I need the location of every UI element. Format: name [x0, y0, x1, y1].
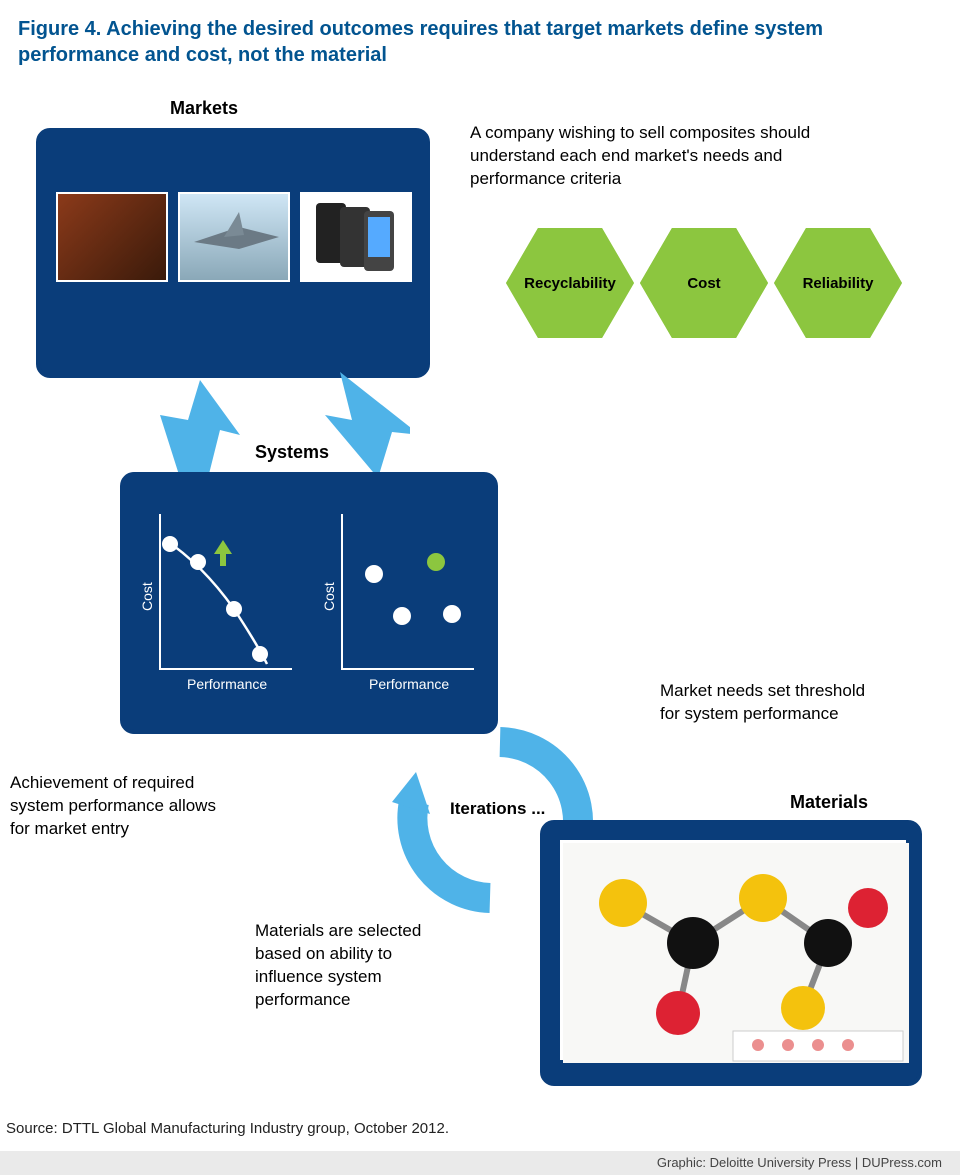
materials-panel — [540, 820, 922, 1086]
chart1-ylabel: Cost — [142, 582, 155, 611]
chart1-xlabel: Performance — [187, 676, 267, 692]
annotation-bottom: Materials are selected based on ability … — [255, 920, 455, 1012]
materials-image — [560, 840, 906, 1060]
markets-label: Markets — [170, 98, 238, 119]
hexagon-cluster: Weight Strength Reliability Reparability… — [484, 228, 924, 608]
chart2-ylabel: Cost — [324, 582, 337, 611]
figure-title: Figure 4. Achieving the desired outcomes… — [18, 16, 838, 68]
systems-chart-scatter: Cost Performance — [324, 504, 484, 694]
hex-recyclability: Recyclability — [506, 228, 634, 338]
market-image-phones — [300, 192, 412, 282]
source-line: Source: DTTL Global Manufacturing Indust… — [6, 1120, 449, 1137]
markets-panel — [36, 128, 430, 378]
arrow-markets-systems — [130, 360, 410, 490]
systems-panel: Cost Performance Cost Performance — [120, 472, 498, 734]
hex-reliability: Reliability — [774, 228, 902, 338]
iterations-label: Iterations ... — [450, 798, 545, 821]
materials-label: Materials — [790, 792, 868, 813]
systems-label: Systems — [255, 442, 329, 463]
annotation-right-mid: Market needs set threshold for system pe… — [660, 680, 870, 726]
hex-cost: Cost — [640, 228, 768, 338]
market-image-aero — [178, 192, 290, 282]
annotation-left-mid: Achievement of required system performan… — [10, 772, 240, 841]
credit-bar: Graphic: Deloitte University Press | DUP… — [0, 1151, 960, 1175]
market-image-auto — [56, 192, 168, 282]
systems-chart-frontier: Cost Performance — [142, 504, 302, 694]
annotation-top-right: A company wishing to sell composites sho… — [470, 122, 870, 191]
chart2-xlabel: Performance — [369, 676, 449, 692]
